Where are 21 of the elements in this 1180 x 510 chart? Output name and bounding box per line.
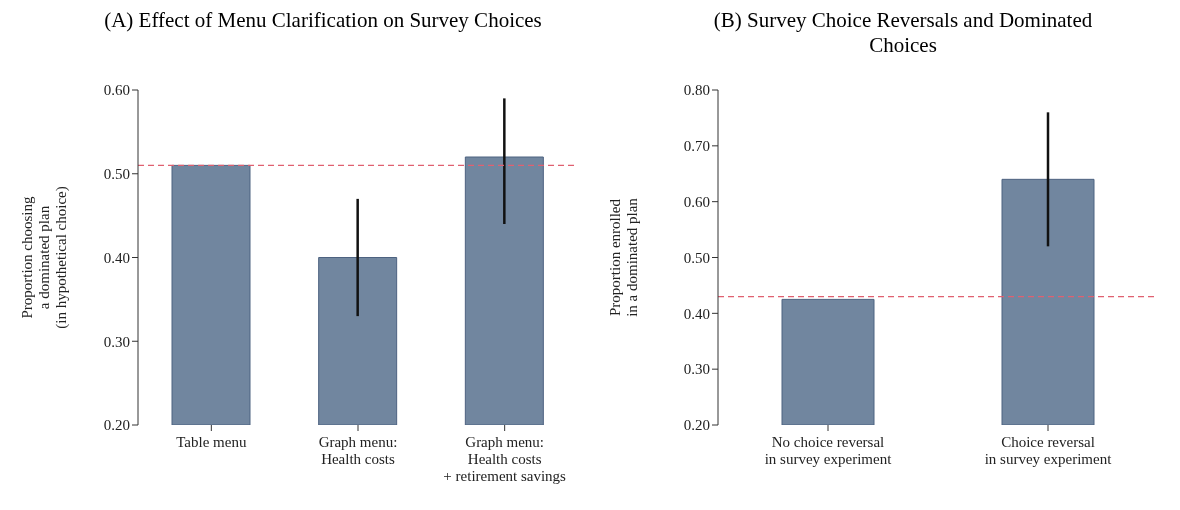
y-tick-label: 0.50 — [683, 249, 710, 266]
y-tick-label: 0.20 — [683, 417, 710, 434]
x-tick-label: No choice reversal in survey experiment — [764, 434, 893, 467]
chart-title: (A) Effect of Menu Clarification on Survey Choices — [103, 8, 543, 34]
y-tick-label: 0.50 — [103, 166, 130, 183]
x-tick-label: Choice reversal in survey experiment — [984, 434, 1113, 467]
y-tick-label: 0.60 — [683, 193, 710, 210]
y-tick-label: 0.70 — [683, 138, 710, 155]
x-tick-label: Graph menu: Health costs — [318, 434, 398, 467]
y-axis-title: Proportion choosing a dominated plan (in hypothetical choice) — [19, 186, 70, 329]
y-tick-label: 0.40 — [683, 305, 710, 322]
y-axis-title: Proportion enrolled in a dominated plan — [607, 197, 640, 317]
y-tick-label: 0.60 — [103, 82, 130, 99]
x-tick-label: Graph menu: Health costs + retirement savings — [443, 434, 567, 484]
chart-title: (B) Survey Choice Reversals and Dominated Choices — [712, 8, 1094, 59]
y-tick-label: 0.80 — [683, 82, 710, 99]
y-tick-label: 0.30 — [103, 333, 130, 350]
x-tick-label: Table menu — [176, 434, 247, 450]
y-tick-label: 0.20 — [103, 417, 130, 434]
y-tick-label: 0.40 — [103, 249, 130, 266]
y-tick-label: 0.30 — [683, 361, 710, 378]
